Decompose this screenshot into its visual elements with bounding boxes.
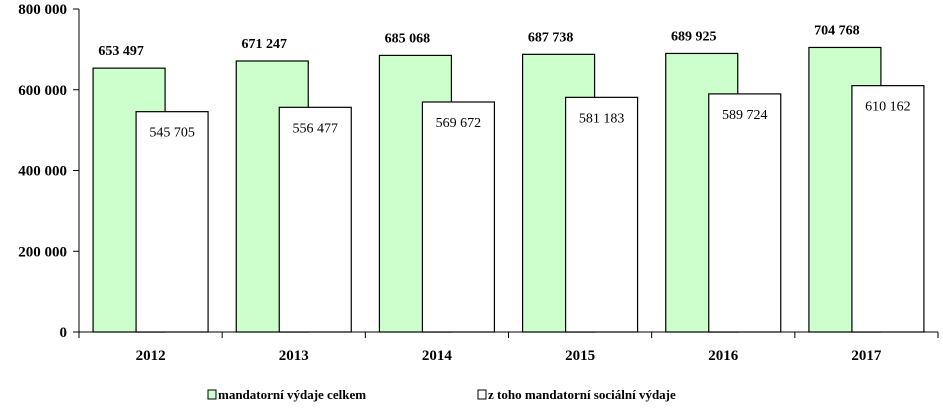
bar-social-2013 — [278, 106, 352, 333]
value-label-social-2014: 569 672 — [436, 116, 482, 131]
value-label-social-2012: 545 705 — [149, 126, 195, 141]
bar-social-2016 — [708, 93, 782, 333]
value-label-social-2016: 589 724 — [722, 108, 768, 123]
bar-social-2014 — [421, 101, 496, 333]
bar-social-2017 — [851, 85, 925, 333]
value-label-social-2013: 556 477 — [293, 121, 339, 136]
xtick-label-2015: 2015 — [565, 348, 595, 364]
xtick-label-2017: 2017 — [851, 348, 882, 364]
legend-label-social: z toho mandatorní sociální výdaje — [488, 387, 676, 402]
bar-social-2012 — [135, 111, 209, 333]
bar-social-2015 — [564, 96, 639, 333]
xtick-label-2016: 2016 — [708, 348, 739, 364]
ytick-label-0: 0 — [60, 325, 68, 341]
value-label-total-2016: 689 925 — [671, 29, 717, 44]
legend-swatch-total — [207, 389, 217, 400]
value-label-total-2017: 704 768 — [814, 23, 860, 38]
axes-layer — [73, 8, 939, 338]
legend-swatch-social — [477, 389, 487, 400]
value-label-social-2017: 610 162 — [865, 100, 911, 115]
value-label-social-2015: 581 183 — [579, 111, 625, 126]
value-label-total-2015: 687 738 — [528, 30, 574, 45]
ytick-label-600000: 600 000 — [18, 83, 67, 99]
xtick-label-2014: 2014 — [422, 348, 453, 364]
ytick-label-800000: 800 000 — [18, 2, 67, 18]
ytick-label-200000: 200 000 — [18, 244, 67, 260]
value-label-total-2012: 653 497 — [98, 44, 144, 59]
xtick-label-2013: 2013 — [279, 348, 309, 364]
labels-layer: 653 497 545 705 2012 671 247 556 477 2013 685 … — [18, 2, 910, 364]
ytick-label-400000: 400 000 — [18, 164, 67, 180]
legend: mandatorní výdaje celkem z toho mandatorn… — [207, 387, 676, 402]
value-label-total-2013: 671 247 — [242, 37, 288, 52]
xtick-label-2012: 2012 — [136, 348, 166, 364]
bars-layer — [92, 46, 925, 333]
legend-label-total: mandatorní výdaje celkem — [218, 387, 366, 402]
value-label-total-2014: 685 068 — [385, 31, 431, 46]
